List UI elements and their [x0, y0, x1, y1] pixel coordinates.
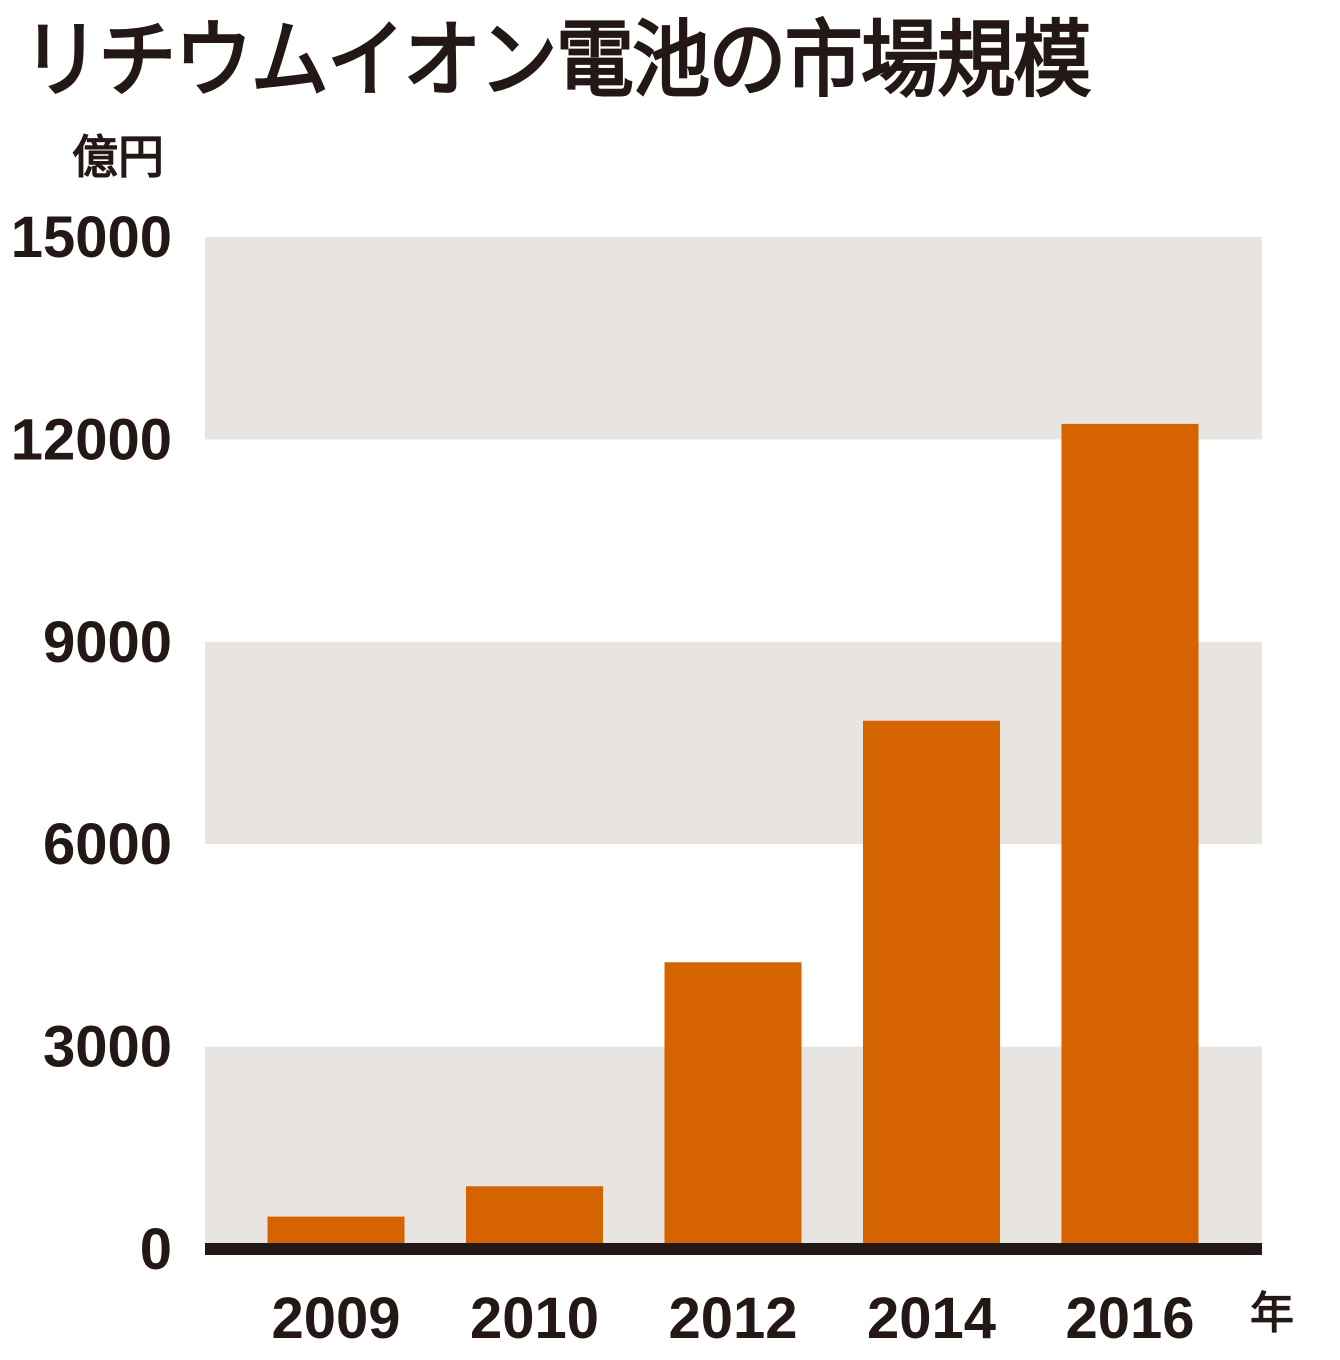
bars [267, 423, 1199, 1249]
y-tick-label-15000: 15000 [11, 205, 172, 270]
bar-2012 [664, 962, 802, 1249]
bar-2010 [466, 1186, 603, 1249]
x-tick-label-2016: 2016 [1065, 1286, 1194, 1351]
y-tick-label-12000: 12000 [11, 407, 172, 472]
y-tick-labels: 0 3000 6000 9000 12000 15000 [11, 205, 172, 1282]
bar-2016 [1061, 423, 1199, 1249]
y-tick-label-6000: 6000 [43, 812, 172, 877]
bar-2014 [863, 720, 1000, 1249]
x-tick-label-2009: 2009 [271, 1286, 400, 1351]
y-axis-unit-label: 億円 [72, 130, 164, 184]
x-tick-label-2012: 2012 [668, 1286, 797, 1351]
y-tick-label-0: 0 [140, 1217, 172, 1282]
x-axis-unit-label: 年 [1250, 1288, 1294, 1339]
y-tick-label-9000: 9000 [43, 610, 172, 675]
x-tick-label-2010: 2010 [470, 1286, 599, 1351]
chart-title: リチウムイオン電池の市場規模 [22, 11, 1092, 109]
y-tick-label-3000: 3000 [43, 1015, 172, 1080]
grid-band-12000-15000 [205, 237, 1262, 440]
x-tick-label-2014: 2014 [867, 1286, 996, 1351]
x-tick-labels: 2009 2010 2012 2014 2016 [271, 1286, 1194, 1351]
